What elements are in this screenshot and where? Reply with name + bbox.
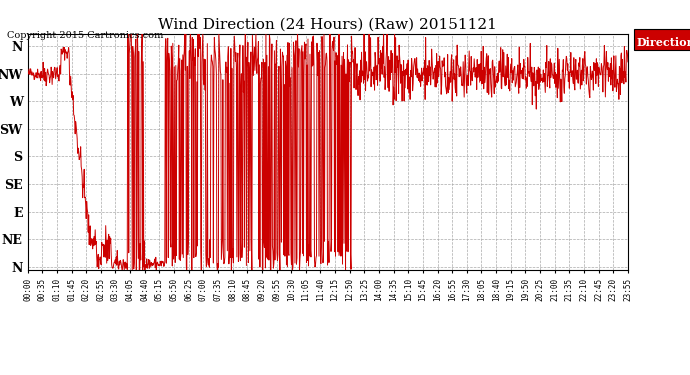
Title: Wind Direction (24 Hours) (Raw) 20151121: Wind Direction (24 Hours) (Raw) 20151121 <box>158 17 497 31</box>
FancyBboxPatch shape <box>634 29 690 50</box>
Text: Copyright 2015 Cartronics.com: Copyright 2015 Cartronics.com <box>7 30 164 39</box>
Text: Direction: Direction <box>637 36 690 48</box>
